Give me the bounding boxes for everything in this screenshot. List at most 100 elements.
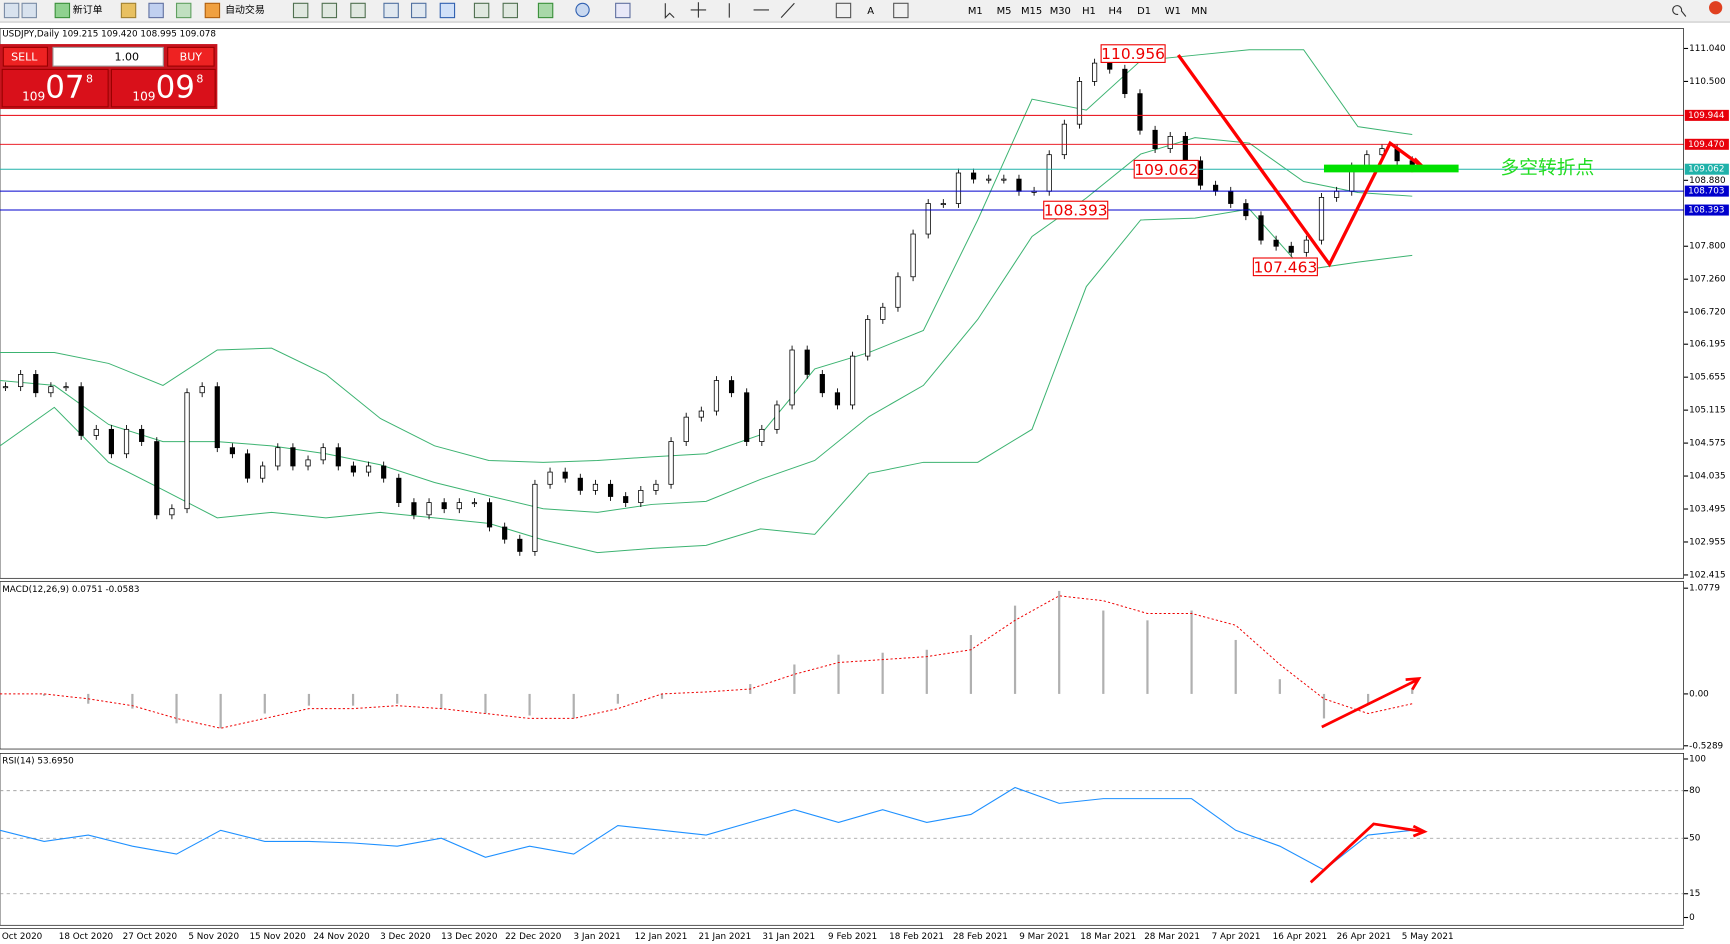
candle-body	[123, 428, 130, 455]
ask-box[interactable]	[110, 68, 216, 108]
toolbar-label[interactable]: 自动交易	[225, 3, 265, 16]
price-level-label: 108.703	[1688, 187, 1724, 197]
pivot-note: 多空转折点	[1501, 158, 1595, 179]
icon[interactable]	[835, 2, 852, 19]
timeframe-button[interactable]: H1	[1082, 6, 1096, 17]
price-annotation: 108.393	[1044, 202, 1108, 220]
candle-body	[638, 490, 644, 503]
icon[interactable]	[410, 2, 427, 19]
macd-bar	[131, 693, 134, 709]
candle-body	[1273, 239, 1279, 247]
lot-box[interactable]	[52, 46, 164, 67]
icon[interactable]	[439, 2, 456, 19]
icon[interactable]	[204, 2, 221, 19]
icon[interactable]	[292, 2, 309, 19]
timeframe-button[interactable]: H4	[1109, 6, 1123, 17]
cursor-icon[interactable]	[664, 3, 675, 19]
line-icons[interactable]	[728, 2, 795, 18]
date-label: 9 Mar 2021	[1019, 932, 1069, 942]
candle-body	[1334, 190, 1340, 198]
icon[interactable]	[383, 2, 399, 19]
candle-body	[759, 428, 765, 442]
candle-body	[229, 447, 236, 455]
macd-bar	[484, 693, 487, 714]
candle-body	[955, 172, 962, 204]
timeframe-button[interactable]: M30	[1050, 6, 1071, 17]
price-annotation-box	[1252, 257, 1318, 277]
date-label: Oct 2020	[2, 932, 43, 942]
timeframe-button[interactable]: D1	[1137, 6, 1151, 17]
crosshair-icon[interactable]	[690, 2, 707, 18]
candle-body	[1152, 129, 1158, 149]
timeframe-button[interactable]: MN	[1191, 6, 1207, 17]
candle-body	[93, 428, 99, 436]
icon[interactable]	[575, 2, 590, 18]
buy-button[interactable]	[167, 46, 215, 67]
candle-body	[623, 496, 629, 503]
date-label: 5 May 2021	[1402, 932, 1454, 942]
icon[interactable]	[502, 2, 519, 19]
price-annotation: 107.463	[1253, 258, 1317, 276]
bid-main: 07	[45, 70, 84, 106]
y-tick-label: 80	[1689, 786, 1701, 796]
macd-bar	[440, 693, 443, 709]
timeframe-button[interactable]: W1	[1165, 6, 1181, 17]
icon[interactable]	[350, 2, 366, 19]
timeframe-button[interactable]: M15	[1021, 6, 1042, 17]
candle-body	[411, 502, 417, 516]
macd-bar	[1102, 610, 1105, 694]
candle-body	[1046, 154, 1052, 192]
macd-bar	[1234, 639, 1237, 694]
price-level-tag	[1684, 109, 1729, 121]
icon[interactable]	[615, 2, 631, 19]
macd-bar	[351, 693, 355, 706]
price-annotation-box	[1043, 200, 1109, 220]
icon[interactable]	[3, 2, 20, 19]
macd-bar	[1146, 620, 1149, 694]
candle-body	[728, 380, 735, 394]
text-icon[interactable]: A	[867, 6, 874, 17]
candle-body	[789, 349, 795, 406]
macd-bar	[1278, 679, 1281, 694]
candle-body	[880, 306, 886, 320]
candle-body	[1182, 135, 1188, 162]
candle-body	[592, 483, 599, 491]
candle-body	[199, 386, 205, 394]
candle-body	[1016, 178, 1022, 192]
candle-body	[154, 441, 160, 516]
date-label: 28 Feb 2021	[953, 932, 1008, 942]
notification-icon[interactable]	[1709, 1, 1723, 15]
icon[interactable]	[537, 2, 554, 19]
candle-body	[532, 483, 538, 552]
icon[interactable]	[54, 2, 71, 19]
candle-body	[1303, 239, 1309, 253]
icon[interactable]	[175, 2, 192, 19]
date-label: 15 Nov 2020	[249, 932, 306, 942]
candle-body	[2, 386, 9, 389]
bid-box[interactable]	[1, 68, 109, 108]
toolbar-label[interactable]: 新订单	[73, 3, 103, 16]
candle-body	[275, 447, 281, 467]
timeframe-button[interactable]: M1	[968, 6, 983, 17]
date-label: 26 Apr 2021	[1337, 932, 1391, 942]
timeframe-button[interactable]: M5	[997, 6, 1012, 17]
icon[interactable]	[120, 2, 137, 19]
macd-bar	[528, 693, 531, 716]
icon[interactable]	[21, 2, 37, 19]
price-level-tag	[1684, 138, 1729, 150]
y-tick-label: 15	[1689, 889, 1700, 899]
y-tick-label: -0.5289	[1689, 741, 1723, 751]
icon[interactable]	[473, 2, 490, 19]
price-annotation-box	[1100, 44, 1166, 63]
sell-button[interactable]	[2, 46, 48, 67]
macd-bar	[1367, 693, 1370, 704]
candle-body	[184, 392, 190, 510]
icon[interactable]	[148, 2, 164, 19]
icon[interactable]	[321, 2, 338, 19]
toolbar-icons: A	[3, 1, 1723, 19]
date-label: 3 Jan 2021	[574, 932, 621, 942]
y-tick-label: 107.800	[1689, 242, 1726, 252]
search-icon[interactable]	[1672, 5, 1687, 17]
icon[interactable]	[893, 2, 909, 19]
y-tick-label: 102.415	[1689, 570, 1725, 580]
